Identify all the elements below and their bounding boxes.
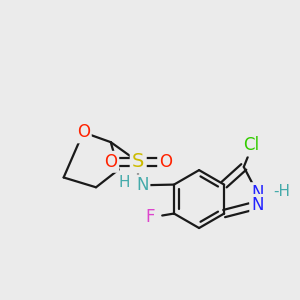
Text: H: H: [119, 175, 130, 190]
Text: Cl: Cl: [244, 136, 260, 154]
Text: N: N: [251, 184, 264, 202]
Text: N: N: [251, 196, 264, 214]
Text: N: N: [136, 176, 148, 194]
Text: O: O: [159, 153, 172, 171]
Text: F: F: [146, 208, 155, 226]
Text: S: S: [132, 152, 144, 171]
Text: -H: -H: [273, 184, 290, 199]
Text: O: O: [104, 153, 117, 171]
Text: O: O: [77, 123, 90, 141]
